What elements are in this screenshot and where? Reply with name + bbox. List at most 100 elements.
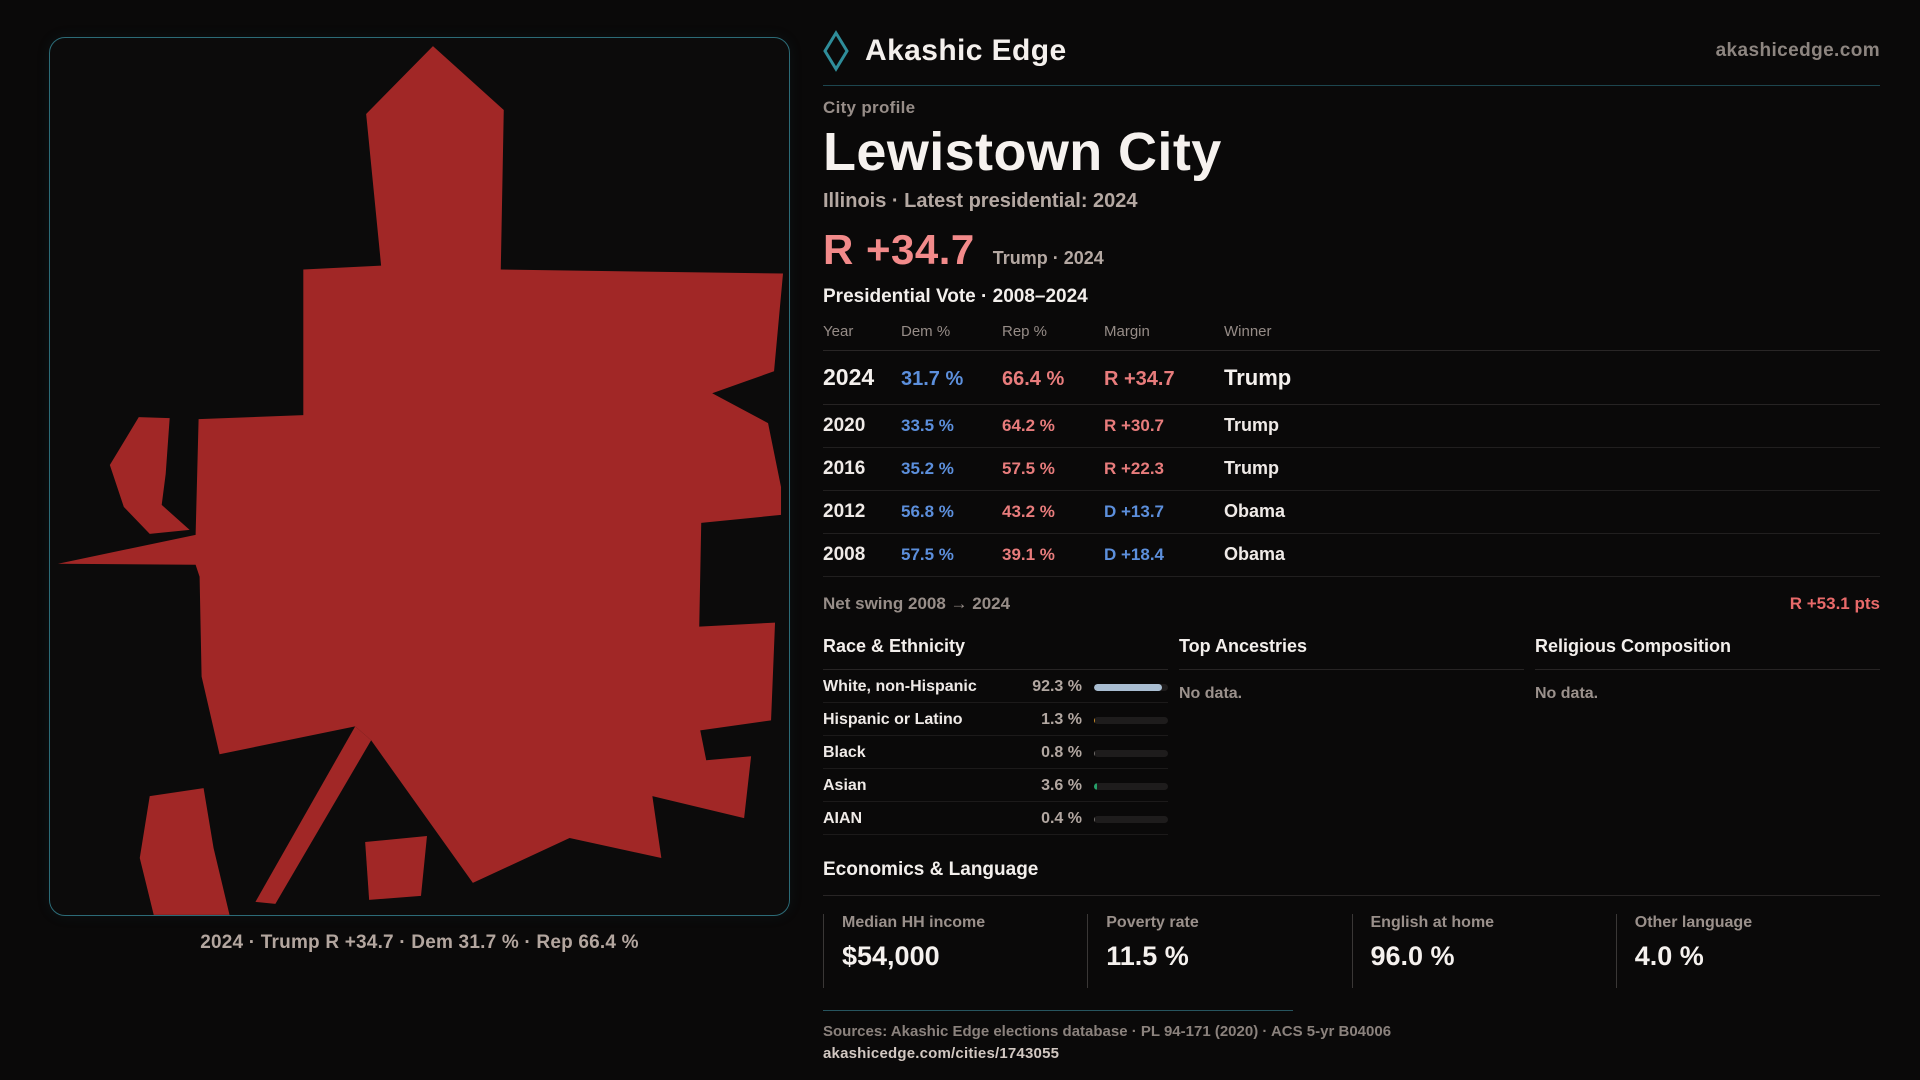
col-header-winner: Winner bbox=[1224, 323, 1272, 340]
row-winner: Obama bbox=[1224, 501, 1286, 521]
ancestries-empty-state: No data. bbox=[1179, 685, 1243, 702]
site-header: Akashic Edge akashicedge.com bbox=[823, 30, 1880, 72]
brand-diamond-icon bbox=[823, 30, 849, 72]
race-bar bbox=[1094, 782, 1168, 790]
net-swing-row: Net swing 2008 → 2024 R +53.1 pts bbox=[823, 577, 1880, 614]
race-value: 0.4 % bbox=[1041, 810, 1082, 827]
row-rep-pct: 66.4 % bbox=[1002, 368, 1065, 390]
economics-stats: Median HH income $54,000 Poverty rate 11… bbox=[823, 914, 1880, 988]
table-row: 2024 31.7 % 66.4 % R +34.7 Trump bbox=[823, 351, 1880, 405]
page-footer: Sources: Akashic Edge elections database… bbox=[823, 1010, 1880, 1062]
stat-value: 11.5 % bbox=[1106, 941, 1189, 971]
content-column: Akashic Edge akashicedge.com City profil… bbox=[823, 0, 1880, 1062]
stat-value: 4.0 % bbox=[1634, 941, 1704, 971]
headline-margin-value: R +34.7 bbox=[823, 226, 975, 273]
stat-label: Poverty rate bbox=[1106, 914, 1199, 931]
religion-title: Religious Composition bbox=[1535, 636, 1880, 670]
row-winner: Obama bbox=[1224, 544, 1286, 564]
page-kicker: City profile bbox=[823, 98, 916, 117]
row-margin: R +30.7 bbox=[1104, 416, 1165, 435]
row-rep-pct: 64.2 % bbox=[1002, 416, 1055, 435]
race-row: Black 0.8 % bbox=[823, 736, 1168, 769]
city-shape-south-lobe bbox=[139, 788, 230, 915]
row-dem-pct: 33.5 % bbox=[901, 416, 954, 435]
stat-value: $54,000 bbox=[842, 941, 940, 971]
ancestries-title: Top Ancestries bbox=[1179, 636, 1524, 670]
city-shape-main bbox=[57, 46, 784, 883]
economics-title: Economics & Language bbox=[823, 859, 1039, 880]
row-winner: Trump bbox=[1224, 458, 1280, 478]
race-label: Hispanic or Latino bbox=[823, 711, 963, 728]
city-shape-tail bbox=[255, 726, 372, 904]
vote-table-header: Year Dem % Rep % Margin Winner bbox=[823, 323, 1880, 351]
stat-other-language: Other language 4.0 % bbox=[1615, 914, 1880, 988]
row-margin: R +22.3 bbox=[1104, 459, 1165, 478]
net-swing-value: R +53.1 pts bbox=[1789, 594, 1880, 613]
stat-median-income: Median HH income $54,000 bbox=[823, 914, 1087, 988]
row-year: 2012 bbox=[823, 501, 866, 522]
city-shape-west-lobe bbox=[109, 417, 190, 534]
race-bar bbox=[1094, 716, 1168, 724]
race-label: AIAN bbox=[823, 810, 863, 827]
row-margin: R +34.7 bbox=[1104, 368, 1175, 390]
permalink[interactable]: akashicedge.com/cities/1743055 bbox=[823, 1045, 1060, 1062]
race-bar bbox=[1094, 815, 1168, 823]
row-dem-pct: 57.5 % bbox=[901, 545, 954, 564]
ancestries-section: Top Ancestries No data. bbox=[1179, 636, 1524, 835]
race-row: Asian 3.6 % bbox=[823, 769, 1168, 802]
row-winner: Trump bbox=[1224, 415, 1280, 435]
row-dem-pct: 35.2 % bbox=[901, 459, 954, 478]
row-year: 2020 bbox=[823, 415, 866, 436]
col-header-year: Year bbox=[823, 323, 854, 340]
headline-margin: R +34.7 Trump · 2024 bbox=[823, 226, 1880, 273]
economics-divider bbox=[823, 895, 1880, 896]
col-header-margin: Margin bbox=[1104, 323, 1150, 340]
race-value: 0.8 % bbox=[1041, 744, 1082, 761]
row-rep-pct: 39.1 % bbox=[1002, 545, 1055, 564]
stat-poverty-rate: Poverty rate 11.5 % bbox=[1087, 914, 1351, 988]
sources-text: Sources: Akashic Edge elections database… bbox=[823, 1023, 1392, 1040]
race-label: Asian bbox=[823, 777, 867, 794]
map-caption: 2024 · Trump R +34.7 · Dem 31.7 % · Rep … bbox=[200, 932, 639, 953]
stat-label: Median HH income bbox=[842, 914, 986, 931]
city-boundary-svg bbox=[57, 46, 784, 915]
race-label: White, non-Hispanic bbox=[823, 678, 977, 695]
race-bar-fill bbox=[1094, 683, 1163, 691]
stat-label: Other language bbox=[1634, 914, 1753, 931]
race-ethnicity-title: Race & Ethnicity bbox=[823, 636, 1168, 670]
page-title: Lewistown City bbox=[823, 122, 1222, 182]
religion-section: Religious Composition No data. bbox=[1535, 636, 1880, 835]
brand-domain-link[interactable]: akashicedge.com bbox=[1715, 40, 1880, 61]
row-rep-pct: 43.2 % bbox=[1002, 502, 1055, 521]
race-bar bbox=[1094, 683, 1168, 691]
row-rep-pct: 57.5 % bbox=[1002, 459, 1055, 478]
page-subtitle: Illinois · Latest presidential: 2024 bbox=[823, 190, 1138, 212]
race-bar bbox=[1094, 749, 1168, 757]
row-year: 2024 bbox=[823, 364, 875, 390]
economics-section: Economics & Language Median HH income $5… bbox=[823, 859, 1880, 988]
table-row: 2016 35.2 % 57.5 % R +22.3 Trump bbox=[823, 448, 1880, 491]
race-bar-fill bbox=[1094, 782, 1097, 790]
row-margin: D +13.7 bbox=[1104, 502, 1165, 521]
religion-empty-state: No data. bbox=[1535, 685, 1599, 702]
race-value: 92.3 % bbox=[1032, 678, 1082, 695]
row-dem-pct: 31.7 % bbox=[901, 368, 964, 390]
demographics-grid: Race & Ethnicity White, non-Hispanic 92.… bbox=[823, 636, 1880, 835]
brand-name: Akashic Edge bbox=[865, 34, 1067, 67]
col-header-dem: Dem % bbox=[901, 323, 951, 340]
race-bar-fill bbox=[1094, 815, 1096, 823]
headline-margin-context: Trump · 2024 bbox=[992, 248, 1104, 268]
race-row: Hispanic or Latino 1.3 % bbox=[823, 703, 1168, 736]
row-margin: D +18.4 bbox=[1104, 545, 1165, 564]
race-value: 1.3 % bbox=[1041, 711, 1082, 728]
row-winner: Trump bbox=[1224, 365, 1292, 390]
vote-table-title: Presidential Vote · 2008–2024 bbox=[823, 286, 1088, 307]
race-bar-fill bbox=[1094, 749, 1096, 757]
city-shape-fragment bbox=[365, 836, 427, 900]
race-ethnicity-section: Race & Ethnicity White, non-Hispanic 92.… bbox=[823, 636, 1168, 835]
col-header-rep: Rep % bbox=[1002, 323, 1048, 340]
table-row: 2008 57.5 % 39.1 % D +18.4 Obama bbox=[823, 534, 1880, 577]
row-dem-pct: 56.8 % bbox=[901, 502, 954, 521]
stat-english-at-home: English at home 96.0 % bbox=[1351, 914, 1616, 988]
race-row: AIAN 0.4 % bbox=[823, 802, 1168, 835]
